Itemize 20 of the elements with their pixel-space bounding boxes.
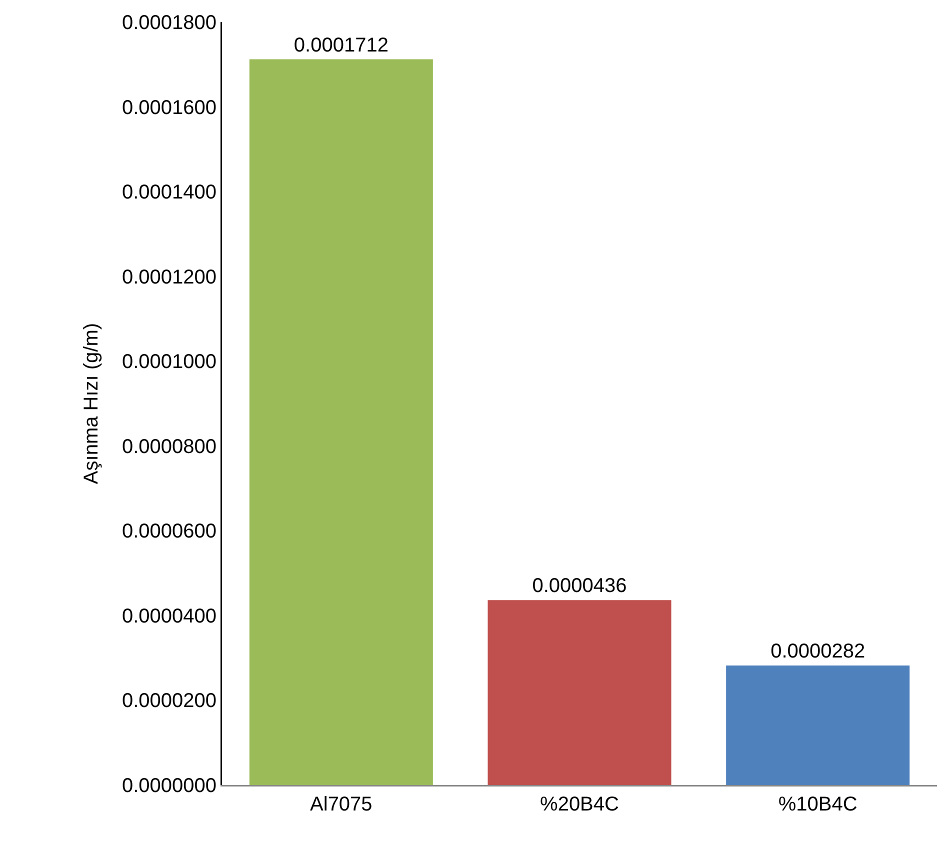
- y-tick-label: 0.0001800: [122, 12, 216, 34]
- data-label: 0.0000282: [770, 640, 866, 662]
- data-label: 0.0001712: [294, 34, 388, 56]
- bar: [249, 59, 433, 785]
- y-tick-label: 0.0000600: [122, 520, 216, 543]
- x-tick-label: Al7075: [310, 794, 372, 816]
- y-tick-label: 0.0000200: [122, 690, 216, 712]
- x-tick-label: %20B4C: [540, 794, 619, 816]
- data-label: 0.0000436: [532, 575, 627, 598]
- y-tick-label: 0.0001200: [122, 266, 216, 288]
- x-tick-label: %10B4C: [778, 794, 858, 816]
- y-tick-label: 0.0001000: [122, 351, 216, 374]
- bar: [488, 600, 672, 785]
- y-tick-label: 0.0000400: [122, 605, 216, 628]
- y-tick-label: 0.0000000: [122, 775, 216, 797]
- y-tick-label: 0.0001400: [122, 182, 216, 204]
- y-tick-label: 0.0000800: [122, 436, 216, 458]
- y-axis-title: Aşınma Hızı (g/m): [80, 322, 103, 484]
- bar: [726, 665, 910, 785]
- y-tick-label: 0.0001600: [122, 96, 216, 119]
